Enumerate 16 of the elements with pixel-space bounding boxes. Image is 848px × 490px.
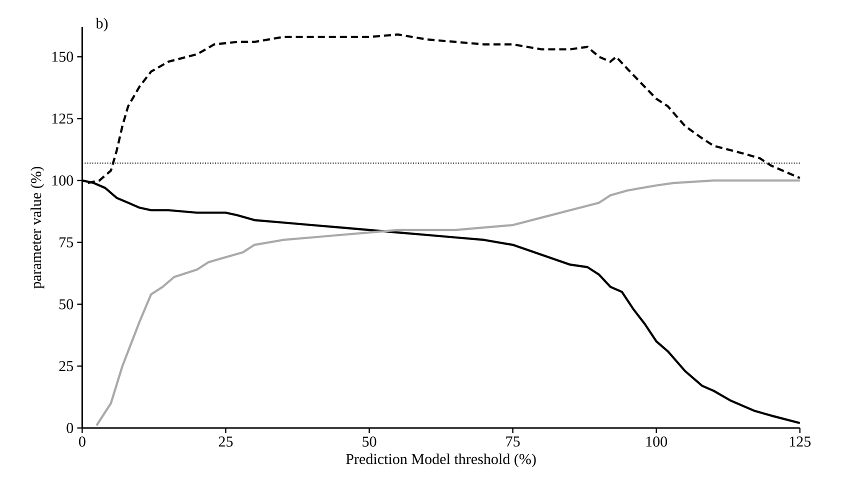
chart-title: b) (96, 18, 108, 32)
y-tick-label: 25 (59, 361, 74, 372)
y-axis-title: parameter value (%) (30, 166, 44, 289)
x-tick-label: 25 (218, 436, 233, 447)
y-tick-label: 125 (52, 114, 74, 124)
y-tick-label: 150 (52, 52, 74, 62)
x-tick-label: 125 (790, 436, 811, 447)
y-tick-label: 50 (59, 299, 74, 310)
x-tick-label: 0 (79, 436, 86, 447)
y-tick-label: 0 (66, 422, 74, 433)
x-tick-label: 75 (506, 436, 520, 446)
y-tick-label: 100 (52, 175, 74, 186)
y-tick-label: 75 (60, 237, 74, 248)
x-axis-title: Prediction Model threshold (%) (346, 454, 536, 468)
x-tick-label: 100 (646, 436, 668, 447)
x-tick-label: 50 (362, 436, 376, 447)
